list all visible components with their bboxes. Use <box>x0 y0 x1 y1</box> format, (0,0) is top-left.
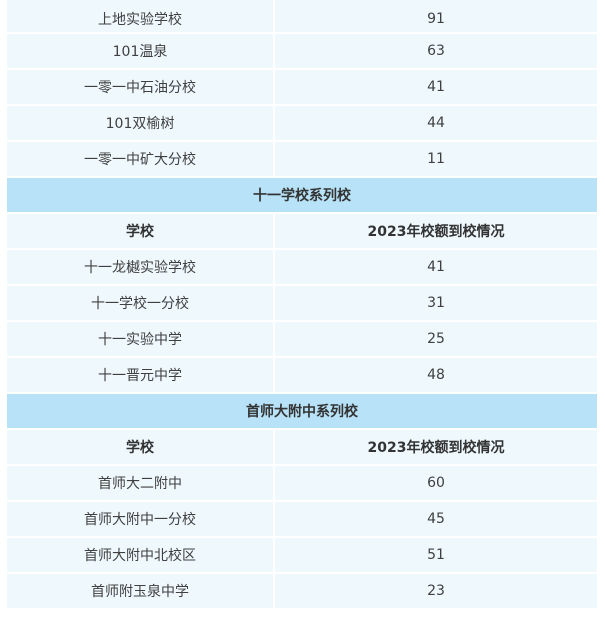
table-row: 首师大附中北校区 51 <box>7 538 597 574</box>
school-cell: 十一学校一分校 <box>7 286 275 322</box>
column-header-school: 学校 <box>7 214 275 250</box>
table-row: 首师大二附中 60 <box>7 466 597 502</box>
quota-cell: 63 <box>275 34 597 70</box>
quota-cell: 11 <box>275 142 597 178</box>
column-header-row: 学校 2023年校额到校情况 <box>7 430 597 466</box>
group-title: 首师大附中系列校 <box>7 394 597 430</box>
table-row: 十一晋元中学 48 <box>7 358 597 394</box>
quota-cell: 91 <box>275 6 597 34</box>
quota-cell: 41 <box>275 250 597 286</box>
quota-cell: 60 <box>275 466 597 502</box>
table-row: 十一学校一分校 31 <box>7 286 597 322</box>
school-cell: 十一龙樾实验学校 <box>7 250 275 286</box>
quota-cell: 51 <box>275 538 597 574</box>
quota-cell: 48 <box>275 358 597 394</box>
table-row: 101双榆树 44 <box>7 106 597 142</box>
table-row: 一零一中矿大分校 11 <box>7 142 597 178</box>
quota-cell: 25 <box>275 322 597 358</box>
table-row-clipped-top <box>7 0 597 6</box>
column-header-quota: 2023年校额到校情况 <box>275 430 597 466</box>
column-header-school: 学校 <box>7 430 275 466</box>
school-cell: 一零一中石油分校 <box>7 70 275 106</box>
table-row: 十一龙樾实验学校 41 <box>7 250 597 286</box>
school-cell: 首师附玉泉中学 <box>7 574 275 610</box>
table-row: 十一实验中学 25 <box>7 322 597 358</box>
column-header-quota: 2023年校额到校情况 <box>275 214 597 250</box>
school-quota-table-container: 上地实验学校 91 101温泉 63 一零一中石油分校 41 101双榆树 44… <box>7 0 597 610</box>
school-cell: 首师大二附中 <box>7 466 275 502</box>
quota-cell: 45 <box>275 502 597 538</box>
quota-cell: 23 <box>275 574 597 610</box>
school-cell: 首师大附中一分校 <box>7 502 275 538</box>
table-row: 上地实验学校 91 <box>7 6 597 34</box>
quota-cell: 41 <box>275 70 597 106</box>
table-row: 首师大附中一分校 45 <box>7 502 597 538</box>
table-row: 一零一中石油分校 41 <box>7 70 597 106</box>
school-cell: 十一实验中学 <box>7 322 275 358</box>
school-cell: 一零一中矿大分校 <box>7 142 275 178</box>
school-quota-table: 上地实验学校 91 101温泉 63 一零一中石油分校 41 101双榆树 44… <box>7 0 597 610</box>
school-cell: 101双榆树 <box>7 106 275 142</box>
quota-cell: 31 <box>275 286 597 322</box>
school-cell: 101温泉 <box>7 34 275 70</box>
column-header-row: 学校 2023年校额到校情况 <box>7 214 597 250</box>
school-cell: 首师大附中北校区 <box>7 538 275 574</box>
table-row: 101温泉 63 <box>7 34 597 70</box>
quota-cell: 44 <box>275 106 597 142</box>
group-header-shoushi: 首师大附中系列校 <box>7 394 597 430</box>
group-header-shiyi: 十一学校系列校 <box>7 178 597 214</box>
school-cell: 十一晋元中学 <box>7 358 275 394</box>
school-cell: 上地实验学校 <box>7 6 275 34</box>
table-row: 首师附玉泉中学 23 <box>7 574 597 610</box>
group-title: 十一学校系列校 <box>7 178 597 214</box>
